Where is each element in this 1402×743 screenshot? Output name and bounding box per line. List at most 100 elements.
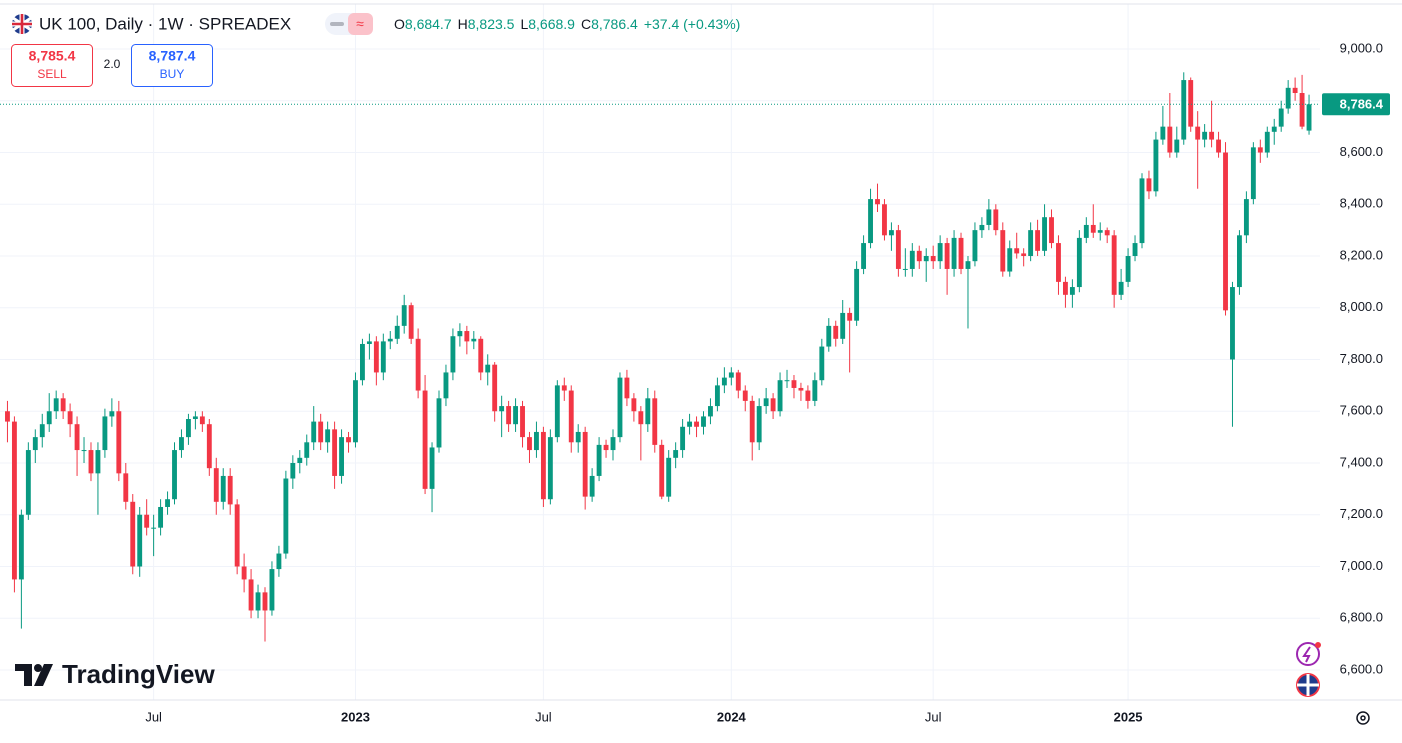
candle-body: [25, 450, 31, 515]
candle-body: [394, 325, 400, 339]
candle-body: [645, 398, 651, 425]
candle-body: [958, 237, 964, 269]
candle-body: [318, 421, 324, 443]
candle-body: [151, 527, 157, 529]
candle-body: [499, 406, 505, 412]
candle-body: [18, 514, 24, 580]
logo-text: TradingView: [62, 659, 215, 689]
candle-body: [791, 380, 797, 388]
candle-body: [165, 499, 170, 507]
candle-body: [1007, 248, 1013, 272]
candle-body: [283, 478, 289, 554]
candle-body: [728, 372, 734, 378]
candle-body: [708, 406, 713, 417]
candle-body: [868, 199, 873, 244]
symbol-title: UK 100, Daily · 1W · SPREADEX: [39, 14, 291, 33]
y-tick-label: 7,400.0: [1340, 454, 1383, 469]
candle-body: [1292, 87, 1298, 94]
candle-body: [888, 230, 894, 236]
ohlc-key: L: [520, 16, 528, 32]
candle-body: [1271, 126, 1277, 132]
candle-body: [972, 230, 978, 262]
candle-body: [130, 501, 136, 567]
candle-body: [930, 256, 936, 262]
candle-body: [1264, 131, 1270, 153]
buy-button[interactable]: [131, 44, 213, 87]
y-tick-label: 6,800.0: [1340, 610, 1383, 625]
candle-body: [596, 444, 602, 476]
candle-body: [123, 473, 129, 502]
candle-body: [179, 437, 184, 451]
candle-body: [1195, 126, 1201, 140]
candle-body: [1188, 80, 1194, 127]
candle-body: [11, 421, 17, 580]
candle-body: [297, 457, 303, 463]
candle-body: [937, 243, 943, 262]
candle-body: [554, 385, 560, 438]
candle-body: [387, 338, 393, 342]
y-tick-label: 8,000.0: [1340, 299, 1383, 314]
candle-body: [1243, 199, 1249, 236]
candle-body: [721, 377, 727, 386]
y-tick-label: 8,200.0: [1340, 247, 1383, 262]
candle-body: [436, 398, 442, 448]
candle-body: [415, 338, 421, 391]
candle-body: [1090, 224, 1096, 233]
candle-body: [346, 437, 351, 443]
candle-body: [610, 437, 616, 451]
candle-body: [325, 429, 331, 443]
candle-body: [457, 331, 463, 337]
candle-body: [1000, 230, 1006, 272]
spread: 2.0: [104, 57, 121, 71]
candle-body: [373, 341, 379, 373]
candle-body: [366, 341, 372, 344]
candle-body: [137, 514, 143, 567]
candle-body: [213, 468, 219, 502]
candle-body: [332, 429, 338, 476]
candle-body: [5, 411, 10, 422]
candle-body: [861, 243, 867, 269]
candle-body: [513, 406, 518, 425]
candle-body: [923, 256, 929, 262]
candle-body: [965, 261, 971, 269]
candle-body: [589, 475, 595, 497]
candle-body: [1230, 287, 1235, 360]
candle-body: [520, 406, 525, 438]
side-icons[interactable]: [1296, 642, 1321, 697]
candle-body: [1125, 256, 1131, 282]
sell-price: 8,785.4: [29, 48, 76, 64]
last-price-badge: [1322, 93, 1390, 116]
settings-icon[interactable]: [1356, 711, 1370, 725]
candle-body: [882, 204, 887, 236]
candle-body: [471, 338, 477, 342]
ohlc-key: O: [394, 16, 405, 32]
candle-body: [408, 305, 414, 339]
candle-body: [1250, 147, 1256, 200]
candles: [5, 72, 1312, 642]
candle-body: [777, 380, 783, 412]
candle-body: [1223, 152, 1228, 311]
candle-body: [81, 450, 87, 452]
candle-body: [826, 325, 832, 347]
candle-body: [380, 341, 386, 373]
candle-body: [1160, 126, 1166, 140]
sell-button[interactable]: [11, 44, 93, 87]
candle-body: [805, 390, 811, 401]
y-tick-label: 8,600.0: [1340, 144, 1383, 159]
candle-body: [234, 504, 240, 567]
candle-body: [735, 372, 741, 391]
toggle-icon: ≈: [356, 16, 364, 32]
candle-body: [944, 243, 950, 269]
candle-body: [784, 380, 790, 382]
candle-body: [986, 209, 992, 225]
buy-price: 8,787.4: [149, 48, 196, 64]
candle-body: [1104, 230, 1110, 236]
candle-body: [401, 305, 407, 326]
candle-body: [770, 398, 776, 412]
candle-body: [478, 338, 484, 373]
candle-body: [742, 390, 748, 401]
ohlc-key: C: [581, 16, 591, 32]
candle-body: [269, 569, 275, 611]
candle-body: [158, 506, 164, 528]
candle-body: [895, 230, 901, 269]
